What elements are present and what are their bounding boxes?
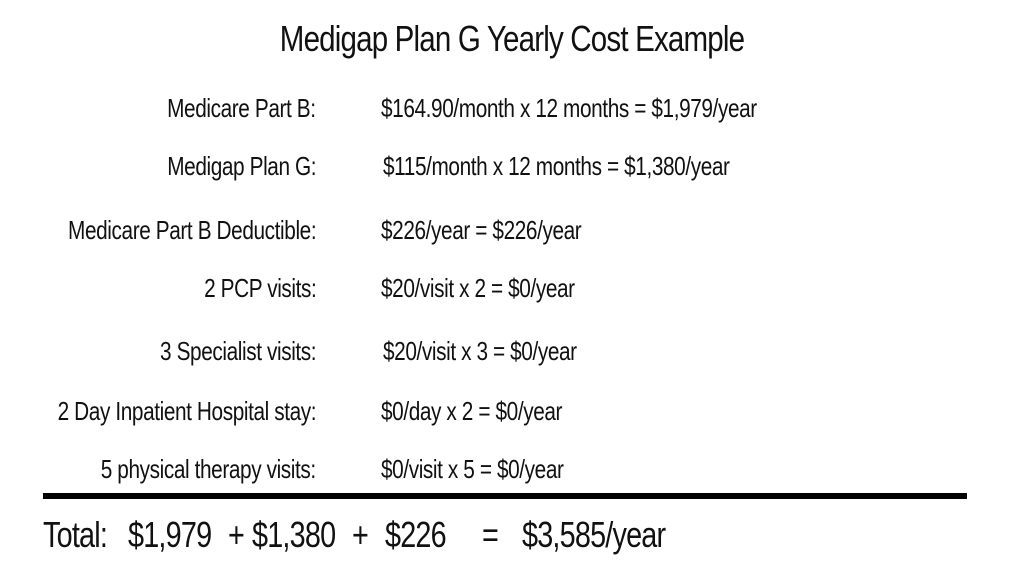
cost-row-label: Medicare Part B Deductible: xyxy=(67,215,317,245)
total-sum: $3,585/year xyxy=(522,514,666,555)
cost-row-label: 2 PCP visits: xyxy=(203,273,317,303)
cost-row-label: Medicare Part B: xyxy=(167,93,316,123)
cost-row-value: $20/visit x 3 = $0/year xyxy=(383,336,577,366)
total-plus-sign: + xyxy=(228,514,245,555)
cost-row-value: $20/visit x 2 = $0/year xyxy=(381,273,575,303)
total-divider xyxy=(43,493,967,499)
cost-row-value: $164.90/month x 12 months = $1,979/year xyxy=(381,93,757,123)
total-part-b-amount: $1,979 xyxy=(128,514,212,555)
cost-row-medigap-plan-g: Medigap Plan G: $115/month x 12 months =… xyxy=(0,151,1024,185)
total-deductible-amount: $226 xyxy=(385,514,447,555)
cost-row-label: 3 Specialist visits: xyxy=(159,336,317,366)
cost-row-part-b-deductible: Medicare Part B Deductible: $226/year = … xyxy=(0,215,1024,249)
cost-row-pcp-visits: 2 PCP visits: $20/visit x 2 = $0/year xyxy=(0,273,1024,307)
cost-row-hospital-stay: 2 Day Inpatient Hospital stay: $0/day x … xyxy=(0,396,1024,430)
total-plan-g-amount: $1,380 xyxy=(252,514,336,555)
cost-row-label: 5 physical therapy visits: xyxy=(100,454,316,484)
cost-row-label: 2 Day Inpatient Hospital stay: xyxy=(57,396,316,426)
cost-row-label: Medigap Plan G: xyxy=(167,151,316,181)
cost-row-value: $226/year = $226/year xyxy=(381,215,582,245)
cost-row-value: $115/month x 12 months = $1,380/year xyxy=(383,151,730,181)
cost-row-value: $0/day x 2 = $0/year xyxy=(381,396,563,426)
cost-row-specialist-visits: 3 Specialist visits: $20/visit x 3 = $0/… xyxy=(0,336,1024,370)
cost-row-physical-therapy: 5 physical therapy visits: $0/visit x 5 … xyxy=(0,454,1024,488)
page-title: Medigap Plan G Yearly Cost Example xyxy=(279,18,745,59)
total-equals-sign: = xyxy=(482,514,499,555)
total-plus-sign: + xyxy=(352,514,369,555)
total-label: Total: xyxy=(43,514,108,555)
cost-row-medicare-part-b: Medicare Part B: $164.90/month x 12 mont… xyxy=(0,93,1024,127)
cost-row-value: $0/visit x 5 = $0/year xyxy=(381,454,564,484)
